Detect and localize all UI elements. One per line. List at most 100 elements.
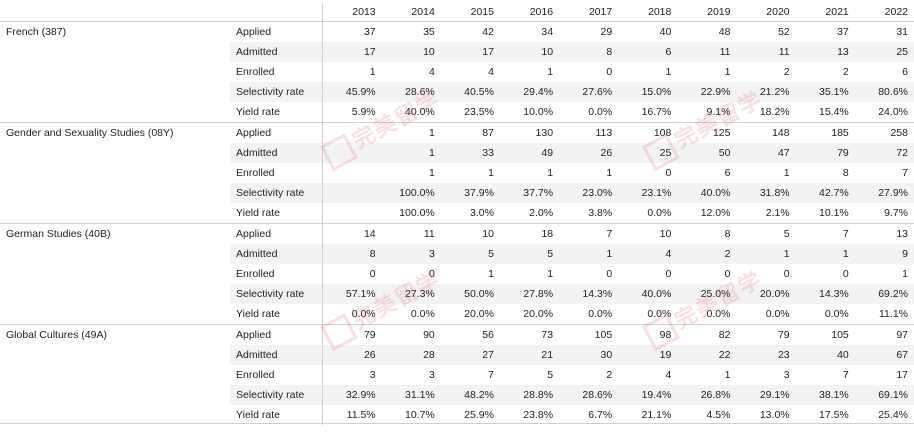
value-cell: 2 (783, 66, 790, 78)
value-cell: 33 (440, 143, 500, 163)
value-cell: 25 (618, 143, 678, 163)
value-cell: 13 (795, 42, 855, 62)
value-cell: 57.1% (322, 284, 382, 304)
value-cell: 258 (854, 122, 914, 143)
value-cell: 67 (854, 345, 914, 365)
metric-label: Yield rate (230, 203, 323, 224)
value-cell: 40.5% (440, 82, 500, 102)
value-cell: 79 (795, 143, 855, 163)
value-cell: 31 (854, 21, 914, 42)
metric-label: Applied (230, 122, 323, 143)
value-cell: 21.1% (641, 409, 672, 421)
value-cell: 40.0% (405, 106, 435, 118)
value-cell: 42.7% (795, 183, 855, 203)
value-cell: 8 (842, 167, 849, 179)
value-cell: 17 (896, 369, 908, 381)
value-cell: 185 (795, 122, 855, 143)
value-cell: 40 (618, 21, 678, 42)
table-row: Selectivity rate 32.9% 31.1% 48.2% 28.8% 28.6… (0, 385, 914, 405)
value-cell: 28.6% (381, 82, 441, 102)
table-row: Gender and Sexuality Studies (08Y) Applie… (0, 122, 914, 224)
table-row: French (387) Applied 37 35 42 34 29 40 48 52 37 31 (0, 21, 914, 123)
value-cell: 6.7% (588, 409, 613, 421)
value-cell: 1 (724, 369, 731, 381)
value-cell: 9 (854, 244, 914, 264)
metric-label: Enrolled (230, 365, 323, 385)
metric-label: Enrolled (230, 62, 323, 82)
value-cell: 14.3% (795, 284, 855, 304)
value-cell: 6 (724, 167, 731, 179)
year-header: 2018 (618, 4, 678, 22)
value-cell: 40.0% (618, 284, 678, 304)
value-cell: 49 (499, 143, 560, 163)
value-cell: 4.5% (706, 409, 731, 421)
value-cell: 48 (677, 21, 737, 42)
value-cell: 1 (488, 268, 494, 280)
value-cell: 25 (854, 42, 914, 62)
value-cell: 25.4% (878, 409, 908, 421)
value-cell: 37.7% (499, 183, 560, 203)
table-row: Global Cultures (49A) Applied 79 90 56 73 105 9… (0, 324, 914, 425)
value-cell: 0.0% (410, 308, 435, 320)
value-cell: 26 (559, 143, 619, 163)
metric-label: Admitted (230, 42, 323, 62)
value-cell: 31.1% (381, 385, 441, 405)
metric-label: Enrolled (230, 264, 323, 284)
value-cell: 1 (381, 143, 441, 163)
value-cell: 1 (665, 66, 672, 78)
value-cell: 3 (783, 369, 790, 381)
table-row: Selectivity rate 45.9% 28.6% 40.5% 29.4% 27.6… (0, 82, 914, 102)
value-cell: 32.9% (322, 385, 382, 405)
value-cell: 37 (795, 21, 855, 42)
value-cell: 80.6% (854, 82, 914, 102)
value-cell: 0 (606, 268, 613, 280)
value-cell: 13 (854, 223, 914, 244)
metric-label: Enrolled (230, 163, 323, 183)
value-cell: 23.1% (618, 183, 678, 203)
value-cell: 3 (369, 369, 376, 381)
table-row: Enrolled 1 1 1 1 0 6 1 8 7 (0, 163, 914, 183)
value-cell: 1 (547, 167, 554, 179)
value-cell: 26.8% (677, 385, 737, 405)
value-cell: 28.8% (499, 385, 560, 405)
value-cell: 98 (618, 324, 678, 345)
value-cell: 29.4% (499, 82, 560, 102)
value-cell: 9.7% (884, 207, 908, 219)
value-cell: 7 (488, 369, 494, 381)
value-cell (322, 183, 382, 203)
value-cell (323, 163, 382, 183)
value-cell: 3.8% (588, 207, 613, 219)
value-cell: 37.9% (440, 183, 500, 203)
metric-label: Applied (230, 223, 323, 244)
value-cell: 1 (559, 244, 619, 264)
value-cell: 0 (724, 268, 731, 280)
value-cell: 35.1% (795, 82, 855, 102)
value-cell: 13.0% (759, 409, 790, 421)
value-cell: 0.0% (824, 308, 849, 320)
value-cell: 20.0% (464, 308, 494, 320)
value-cell: 31.8% (736, 183, 796, 203)
value-cell: 17 (322, 42, 382, 62)
value-cell: 20.0% (523, 308, 554, 320)
value-cell: 73 (499, 324, 560, 345)
value-cell: 4 (665, 369, 672, 381)
value-cell: 97 (854, 324, 914, 345)
value-cell: 11 (381, 223, 441, 244)
value-cell: 69.2% (854, 284, 914, 304)
value-cell: 11.1% (879, 308, 908, 320)
value-cell: 6 (902, 66, 908, 78)
value-cell: 6 (618, 42, 678, 62)
metric-label: Admitted (230, 244, 323, 264)
value-cell: 9.1% (706, 106, 731, 118)
value-cell: 108 (618, 122, 678, 143)
value-cell: 8 (677, 223, 737, 244)
value-cell: 27.8% (499, 284, 560, 304)
value-cell: 5 (499, 244, 560, 264)
value-cell: 90 (381, 324, 441, 345)
value-cell: 130 (499, 122, 560, 143)
value-cell: 7 (559, 223, 619, 244)
table-row: Enrolled 1 4 4 1 0 1 1 2 2 6 (0, 62, 914, 82)
year-header: 2016 (499, 4, 560, 22)
value-cell: 1 (736, 244, 796, 264)
value-cell: 4 (488, 66, 494, 78)
